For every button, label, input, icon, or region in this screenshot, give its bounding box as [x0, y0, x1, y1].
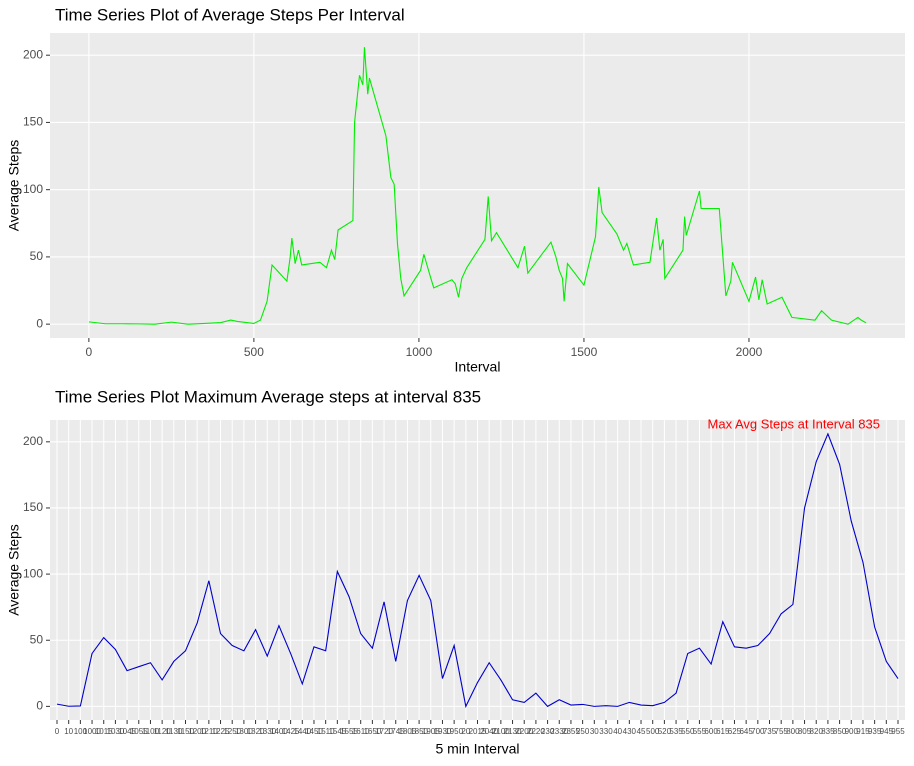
- x-tick-label: 30: [590, 727, 599, 736]
- y-tick-label: 150: [23, 500, 43, 514]
- x-tick-label: 1015: [95, 727, 113, 736]
- x-tick-label: 1210: [200, 727, 218, 736]
- x-tick-label: 2200: [515, 727, 533, 736]
- x-tick-label: 2040: [480, 727, 498, 736]
- x-axis-title: 5 min Interval: [435, 741, 519, 757]
- data-line: [88, 47, 867, 325]
- x-tick-label: 1805: [399, 727, 417, 736]
- x-tick-label: 1000: [83, 727, 101, 736]
- x-tick-label: 1425: [282, 727, 300, 736]
- x-tick-label: 645: [739, 727, 753, 736]
- x-tick-label: 1200: [188, 727, 206, 736]
- y-tick-label: 0: [36, 699, 43, 713]
- x-tick-label: 1545: [328, 727, 346, 736]
- x-tick-label: 1030: [107, 727, 125, 736]
- x-tick-label: 1650: [363, 727, 381, 736]
- x-tick-label: 20: [461, 727, 470, 736]
- x-tick-label: 820: [810, 727, 824, 736]
- x-tick-label: 45: [637, 727, 646, 736]
- x-tick-label: 800: [786, 727, 800, 736]
- x-tick-label: 1330: [258, 727, 276, 736]
- x-tick-label: 520: [658, 727, 672, 736]
- x-tick-label: 915: [856, 727, 870, 736]
- x-axis-title: Interval: [455, 359, 501, 375]
- x-tick-label: 2000: [736, 345, 763, 359]
- x-tick-label: 1100: [142, 727, 160, 736]
- x-tick-label: 1905: [422, 727, 440, 736]
- y-tick-label: 0: [36, 316, 43, 330]
- x-tick-label: 1500: [571, 345, 598, 359]
- x-tick-label: 0: [86, 345, 93, 359]
- y-axis-title: Average Steps: [6, 140, 22, 232]
- x-tick-label: 330: [599, 727, 613, 736]
- x-tick-label: 250: [576, 727, 590, 736]
- x-tick-label: 1450: [305, 727, 323, 736]
- x-tick-label: 1045: [118, 727, 136, 736]
- x-tick-label: 550: [681, 727, 695, 736]
- x-tick-label: 735: [763, 727, 777, 736]
- x-tick-label: 500: [646, 727, 660, 736]
- x-tick-label: 1400: [270, 727, 288, 736]
- x-tick-label: 555: [693, 727, 707, 736]
- x-tick-label: 955: [891, 727, 905, 736]
- x-tick-label: 935: [868, 727, 882, 736]
- x-tick-label: 40: [613, 727, 622, 736]
- x-tick-label: 1720: [375, 727, 393, 736]
- x-tick-label: 600: [704, 727, 718, 736]
- y-tick-label: 50: [30, 632, 44, 646]
- x-tick-label: 2330: [550, 727, 568, 736]
- panel-background: [50, 33, 905, 338]
- x-tick-label: 805: [798, 727, 812, 736]
- x-tick-label: 1055: [130, 727, 148, 736]
- x-tick-label: 625: [728, 727, 742, 736]
- y-tick-label: 100: [23, 182, 43, 196]
- x-tick-label: 700: [751, 727, 765, 736]
- y-tick-label: 200: [23, 47, 43, 61]
- x-tick-label: 230: [541, 727, 555, 736]
- y-axis-title: Average Steps: [6, 524, 22, 616]
- x-tick-label: 615: [716, 727, 730, 736]
- x-tick-label: 1930: [434, 727, 452, 736]
- x-tick-label: 1225: [212, 727, 230, 736]
- x-tick-label: 945: [880, 727, 894, 736]
- x-tick-label: 1610: [352, 727, 370, 736]
- x-tick-label: 100: [74, 727, 88, 736]
- x-tick-label: 835: [821, 727, 835, 736]
- y-tick-label: 200: [23, 434, 43, 448]
- x-tick-label: 2220: [527, 727, 545, 736]
- x-tick-label: 1000: [406, 345, 433, 359]
- x-tick-label: 0: [55, 727, 60, 736]
- x-tick-label: 535: [669, 727, 683, 736]
- x-tick-label: 10: [64, 727, 73, 736]
- y-tick-label: 150: [23, 115, 43, 129]
- x-tick-label: 2130: [504, 727, 522, 736]
- x-tick-label: 430: [623, 727, 637, 736]
- x-tick-label: 1250: [223, 727, 241, 736]
- x-tick-label: 1150: [177, 727, 195, 736]
- x-tick-label: 1120: [154, 727, 172, 736]
- chart-title: Time Series Plot Maximum Average steps a…: [55, 387, 481, 406]
- x-tick-label: 2100: [492, 727, 510, 736]
- annotation: Max Avg Steps at Interval 835: [708, 416, 880, 431]
- data-line: [56, 432, 899, 709]
- x-tick-label: 1745: [387, 727, 405, 736]
- y-tick-label: 100: [23, 566, 43, 580]
- chart-title: Time Series Plot of Average Steps Per In…: [55, 5, 405, 24]
- x-tick-label: 850: [833, 727, 847, 736]
- x-tick-label: 1555: [340, 727, 358, 736]
- x-tick-label: 1510: [317, 727, 335, 736]
- x-tick-label: 1300: [235, 727, 253, 736]
- x-tick-label: 900: [845, 727, 859, 736]
- x-tick-label: 1850: [410, 727, 428, 736]
- x-tick-label: 2355: [562, 727, 580, 736]
- x-tick-label: 1440: [293, 727, 311, 736]
- x-tick-label: 1320: [247, 727, 265, 736]
- x-tick-label: 1130: [165, 727, 183, 736]
- x-tick-label: 2015: [469, 727, 487, 736]
- x-tick-label: 755: [775, 727, 789, 736]
- x-tick-label: 500: [244, 345, 264, 359]
- x-tick-label: 1950: [445, 727, 463, 736]
- y-tick-label: 50: [30, 249, 44, 263]
